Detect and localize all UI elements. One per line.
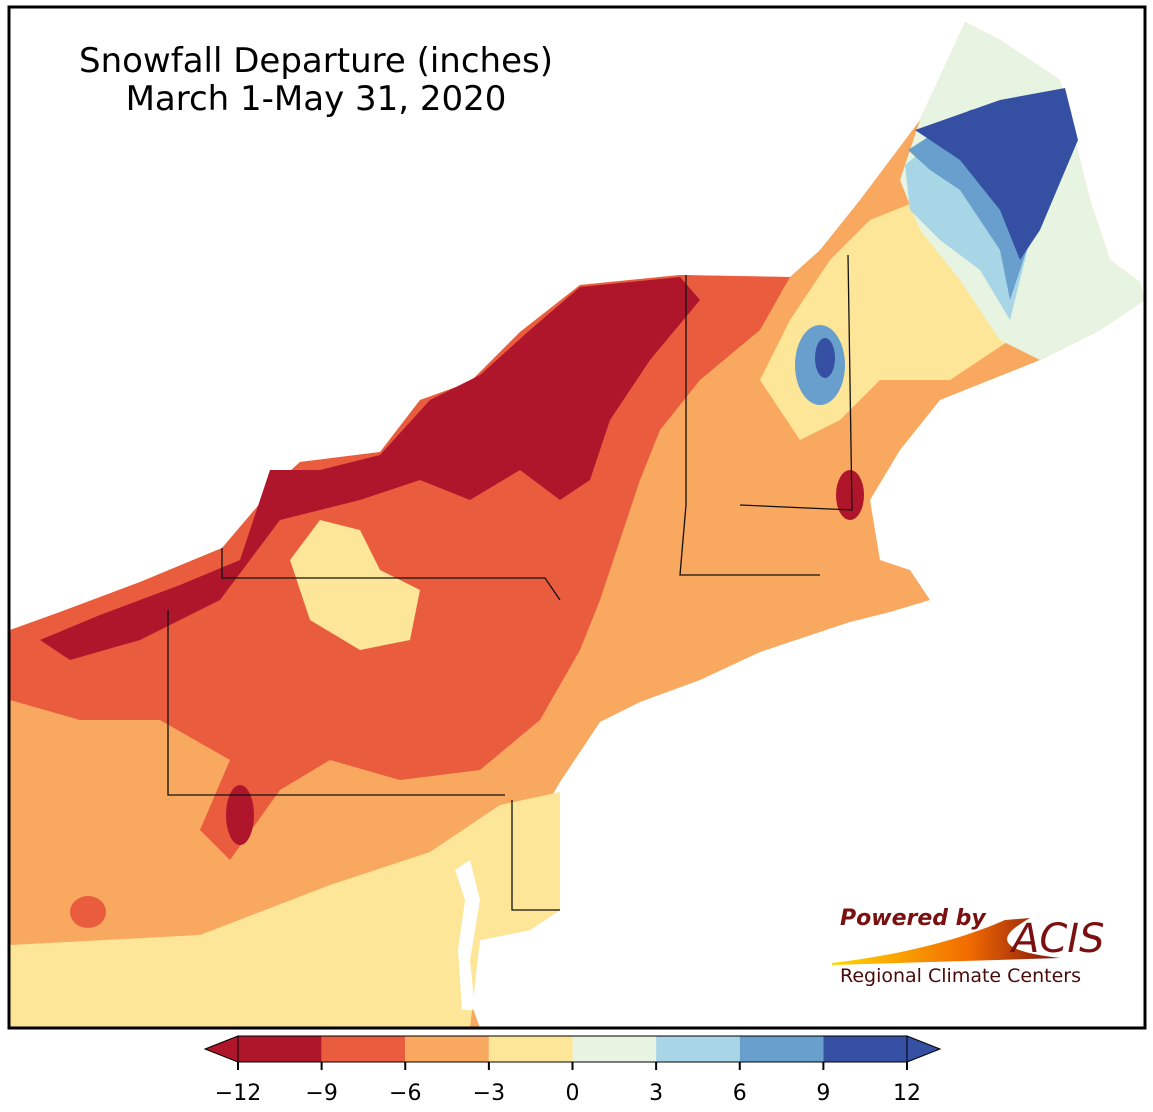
state-border <box>221 548 561 601</box>
logo-powered: Powered by <box>840 906 987 931</box>
colorbar-bin <box>238 1036 322 1062</box>
colorbar-tick-label: −12 <box>215 1081 261 1106</box>
north-band <box>40 277 700 660</box>
state-border <box>511 800 560 911</box>
maine-blue3 <box>915 88 1078 260</box>
state-border <box>679 275 820 576</box>
state-border <box>167 610 505 796</box>
colorbar-extend-low <box>203 1035 239 1063</box>
colorbar-tick-label: 0 <box>566 1081 580 1106</box>
colorbar-tick-label: −6 <box>389 1081 421 1106</box>
colorbar-extend-high <box>906 1035 942 1063</box>
colorbar-bin <box>572 1036 657 1062</box>
wv-spot <box>70 896 106 928</box>
colorbar-tick-label: 6 <box>733 1081 747 1106</box>
ma-red <box>836 470 864 520</box>
colorbar-tick-label: 9 <box>816 1081 830 1106</box>
colorbar-bin <box>823 1036 907 1062</box>
logo-brand: ACIS <box>1009 916 1104 962</box>
colorbar-tick-label: −3 <box>473 1081 505 1106</box>
colorbar-bin <box>656 1036 740 1062</box>
colorbar-tick-label: 3 <box>649 1081 663 1106</box>
map-subtitle: March 1-May 31, 2020 <box>126 79 507 119</box>
colorbar-bin <box>739 1036 824 1062</box>
colorbar-bin <box>321 1036 406 1062</box>
colorbar-bin <box>405 1036 489 1062</box>
colorbar-tick-label: −9 <box>305 1081 337 1106</box>
logo-swoosh <box>832 918 1060 965</box>
pa-yellow <box>290 520 420 650</box>
wv-red <box>226 785 254 845</box>
nh-dark-blue <box>815 338 835 378</box>
colorbar: −12 −9 −6 −3 0 3 6 9 12 <box>203 1035 942 1106</box>
map-frame <box>7 5 1147 1030</box>
chesapeake <box>455 860 480 1010</box>
map <box>10 22 1145 1028</box>
state-border <box>739 254 853 511</box>
colorbar-tick-label: 12 <box>893 1081 921 1106</box>
logo: Powered by ACIS Regional Climate Centers <box>832 906 1104 987</box>
map-title: Snowfall Departure (inches) <box>79 41 553 81</box>
colorbar-bin <box>488 1036 573 1062</box>
south-region <box>10 792 560 1028</box>
logo-subtitle: Regional Climate Centers <box>840 965 1081 987</box>
